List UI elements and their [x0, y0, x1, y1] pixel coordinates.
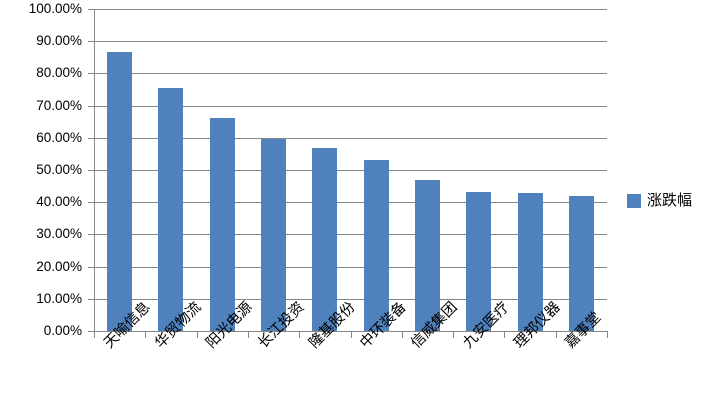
x-axis-tick [247, 331, 249, 338]
y-axis-tick-label: 90.00% [36, 33, 82, 49]
legend-series-label: 涨跌幅 [647, 192, 693, 209]
bar[interactable] [158, 87, 184, 331]
y-axis-tick-label: 40.00% [36, 194, 82, 210]
y-axis-tick [88, 73, 94, 75]
y-axis-tick [88, 266, 94, 268]
y-axis-tick [88, 298, 94, 300]
y-axis-tick [88, 9, 94, 10]
gridline [94, 73, 607, 75]
gridline [94, 234, 607, 236]
x-axis-tick [555, 331, 557, 338]
bar[interactable] [107, 51, 133, 331]
bar[interactable] [414, 180, 440, 331]
y-axis-tick [88, 170, 94, 171]
bar[interactable] [363, 159, 389, 331]
y-axis-tick [88, 41, 94, 43]
y-axis-tick-label: 50.00% [36, 162, 82, 177]
y-axis-tick-labels: 100.00% 90.00% 80.00% 70.00% 60.00% 50.00% 40.… [0, 0, 85, 417]
y-axis-tick-label: 70.00% [36, 97, 82, 113]
gridline [94, 298, 607, 300]
gridline [94, 9, 607, 10]
y-axis-tick [88, 331, 94, 332]
bar[interactable] [466, 191, 492, 331]
bar[interactable] [261, 139, 287, 331]
bar[interactable] [209, 118, 235, 331]
bar[interactable] [568, 195, 594, 331]
y-axis-tick-label: 80.00% [36, 65, 82, 81]
y-axis-tick-label: 30.00% [36, 226, 82, 242]
x-axis-tick [145, 331, 147, 338]
x-axis-tick [196, 331, 198, 338]
y-axis-line [94, 9, 95, 332]
plot-area [94, 9, 607, 332]
bar[interactable] [312, 148, 338, 331]
y-axis-tick [88, 202, 94, 204]
gridline [94, 170, 607, 171]
x-axis-tick [401, 331, 403, 338]
x-axis-tick [607, 331, 608, 338]
y-axis-tick-label: 0.00% [43, 323, 82, 338]
y-axis-tick-label: 60.00% [36, 129, 82, 145]
bar[interactable] [517, 193, 543, 331]
x-axis-tick [504, 331, 506, 338]
legend-swatch-icon [627, 193, 641, 208]
x-axis-tick [94, 331, 95, 338]
x-axis-tick [453, 331, 455, 338]
chart-legend: 涨跌幅 [627, 193, 692, 208]
gridline [94, 266, 607, 268]
gridline [94, 137, 607, 139]
gridline [94, 105, 607, 107]
y-axis-tick-label: 20.00% [36, 258, 82, 274]
gridline [94, 202, 607, 204]
y-axis-tick [88, 105, 94, 107]
x-axis-tick [299, 331, 301, 338]
gridline [94, 41, 607, 43]
y-axis-tick-label: 10.00% [36, 290, 82, 306]
y-axis-tick-label: 100.00% [28, 1, 82, 16]
y-axis-tick [88, 234, 94, 236]
x-axis-tick [350, 331, 352, 338]
x-axis-category-labels: 天喻信息 华贸物流 阳光电源 长江投资 隆基股份 中环装备 信威集团 九安医疗 理邦仪器 嘉事堂 [0, 299, 719, 417]
y-axis-tick [88, 137, 94, 139]
